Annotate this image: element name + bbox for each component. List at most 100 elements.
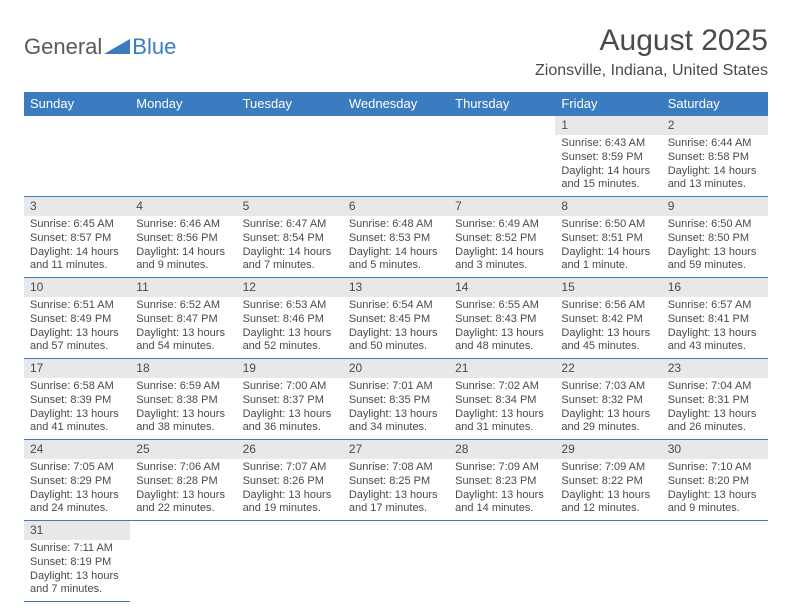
day-detail: Sunrise: 6:57 AMSunset: 8:41 PMDaylight:…: [662, 297, 768, 358]
calendar-cell-empty: [343, 116, 449, 197]
day-detail: Sunrise: 6:50 AMSunset: 8:51 PMDaylight:…: [555, 216, 661, 277]
day-number: 16: [662, 278, 768, 297]
weekday-header: Friday: [555, 92, 661, 116]
day-number: 24: [24, 440, 130, 459]
day-detail: Sunrise: 6:59 AMSunset: 8:38 PMDaylight:…: [130, 378, 236, 439]
day-number: 23: [662, 359, 768, 378]
calendar-table: Sunday Monday Tuesday Wednesday Thursday…: [24, 92, 768, 602]
calendar-cell: 4Sunrise: 6:46 AMSunset: 8:56 PMDaylight…: [130, 197, 236, 278]
day-number: 26: [237, 440, 343, 459]
logo-text-1: General: [24, 34, 102, 60]
calendar-body: 1Sunrise: 6:43 AMSunset: 8:59 PMDaylight…: [24, 116, 768, 602]
weekday-header-row: Sunday Monday Tuesday Wednesday Thursday…: [24, 92, 768, 116]
calendar-page: GeneralBlue August 2025 Zionsville, Indi…: [0, 0, 792, 602]
day-number: 4: [130, 197, 236, 216]
calendar-cell-empty: [449, 116, 555, 197]
day-number: 20: [343, 359, 449, 378]
day-detail: Sunrise: 6:50 AMSunset: 8:50 PMDaylight:…: [662, 216, 768, 277]
calendar-cell: 28Sunrise: 7:09 AMSunset: 8:23 PMDayligh…: [449, 440, 555, 521]
day-detail: Sunrise: 7:08 AMSunset: 8:25 PMDaylight:…: [343, 459, 449, 520]
day-number: 18: [130, 359, 236, 378]
calendar-cell: 10Sunrise: 6:51 AMSunset: 8:49 PMDayligh…: [24, 278, 130, 359]
day-number: 29: [555, 440, 661, 459]
day-detail: Sunrise: 7:05 AMSunset: 8:29 PMDaylight:…: [24, 459, 130, 520]
calendar-cell: 30Sunrise: 7:10 AMSunset: 8:20 PMDayligh…: [662, 440, 768, 521]
calendar-row: 1Sunrise: 6:43 AMSunset: 8:59 PMDaylight…: [24, 116, 768, 197]
day-number: 7: [449, 197, 555, 216]
day-detail: Sunrise: 7:09 AMSunset: 8:22 PMDaylight:…: [555, 459, 661, 520]
day-detail: Sunrise: 6:45 AMSunset: 8:57 PMDaylight:…: [24, 216, 130, 277]
weekday-header: Wednesday: [343, 92, 449, 116]
calendar-cell: 1Sunrise: 6:43 AMSunset: 8:59 PMDaylight…: [555, 116, 661, 197]
day-number: 21: [449, 359, 555, 378]
calendar-cell-empty: [130, 116, 236, 197]
day-detail: Sunrise: 6:55 AMSunset: 8:43 PMDaylight:…: [449, 297, 555, 358]
day-detail: Sunrise: 7:10 AMSunset: 8:20 PMDaylight:…: [662, 459, 768, 520]
day-detail: Sunrise: 6:52 AMSunset: 8:47 PMDaylight:…: [130, 297, 236, 358]
day-detail: Sunrise: 6:56 AMSunset: 8:42 PMDaylight:…: [555, 297, 661, 358]
day-number: 28: [449, 440, 555, 459]
day-detail: Sunrise: 7:07 AMSunset: 8:26 PMDaylight:…: [237, 459, 343, 520]
day-number: 14: [449, 278, 555, 297]
calendar-cell: 11Sunrise: 6:52 AMSunset: 8:47 PMDayligh…: [130, 278, 236, 359]
day-detail: Sunrise: 6:53 AMSunset: 8:46 PMDaylight:…: [237, 297, 343, 358]
day-detail: Sunrise: 6:48 AMSunset: 8:53 PMDaylight:…: [343, 216, 449, 277]
weekday-header: Sunday: [24, 92, 130, 116]
calendar-cell-empty: [130, 521, 236, 602]
calendar-cell: 29Sunrise: 7:09 AMSunset: 8:22 PMDayligh…: [555, 440, 661, 521]
calendar-cell: 17Sunrise: 6:58 AMSunset: 8:39 PMDayligh…: [24, 359, 130, 440]
calendar-cell: 21Sunrise: 7:02 AMSunset: 8:34 PMDayligh…: [449, 359, 555, 440]
calendar-cell: 12Sunrise: 6:53 AMSunset: 8:46 PMDayligh…: [237, 278, 343, 359]
day-number: 19: [237, 359, 343, 378]
calendar-cell: 22Sunrise: 7:03 AMSunset: 8:32 PMDayligh…: [555, 359, 661, 440]
weekday-header: Saturday: [662, 92, 768, 116]
logo: GeneralBlue: [24, 24, 176, 60]
calendar-cell: 8Sunrise: 6:50 AMSunset: 8:51 PMDaylight…: [555, 197, 661, 278]
calendar-cell: 3Sunrise: 6:45 AMSunset: 8:57 PMDaylight…: [24, 197, 130, 278]
calendar-cell: 16Sunrise: 6:57 AMSunset: 8:41 PMDayligh…: [662, 278, 768, 359]
calendar-cell: 5Sunrise: 6:47 AMSunset: 8:54 PMDaylight…: [237, 197, 343, 278]
calendar-cell: 19Sunrise: 7:00 AMSunset: 8:37 PMDayligh…: [237, 359, 343, 440]
location-subtitle: Zionsville, Indiana, United States: [535, 62, 768, 80]
calendar-cell: 2Sunrise: 6:44 AMSunset: 8:58 PMDaylight…: [662, 116, 768, 197]
day-number: 5: [237, 197, 343, 216]
day-detail: Sunrise: 6:46 AMSunset: 8:56 PMDaylight:…: [130, 216, 236, 277]
day-number: 6: [343, 197, 449, 216]
day-number: 13: [343, 278, 449, 297]
page-title: August 2025: [535, 24, 768, 58]
day-detail: Sunrise: 7:01 AMSunset: 8:35 PMDaylight:…: [343, 378, 449, 439]
day-number: 17: [24, 359, 130, 378]
day-number: 10: [24, 278, 130, 297]
calendar-cell: 14Sunrise: 6:55 AMSunset: 8:43 PMDayligh…: [449, 278, 555, 359]
calendar-cell: 25Sunrise: 7:06 AMSunset: 8:28 PMDayligh…: [130, 440, 236, 521]
calendar-cell: 27Sunrise: 7:08 AMSunset: 8:25 PMDayligh…: [343, 440, 449, 521]
day-number: 22: [555, 359, 661, 378]
day-detail: Sunrise: 6:51 AMSunset: 8:49 PMDaylight:…: [24, 297, 130, 358]
weekday-header: Thursday: [449, 92, 555, 116]
day-number: 25: [130, 440, 236, 459]
calendar-cell-empty: [662, 521, 768, 602]
calendar-cell-empty: [449, 521, 555, 602]
day-number: 9: [662, 197, 768, 216]
calendar-row: 31Sunrise: 7:11 AMSunset: 8:19 PMDayligh…: [24, 521, 768, 602]
day-detail: Sunrise: 6:47 AMSunset: 8:54 PMDaylight:…: [237, 216, 343, 277]
calendar-cell-empty: [343, 521, 449, 602]
day-number: 2: [662, 116, 768, 135]
day-number: 27: [343, 440, 449, 459]
calendar-cell: 13Sunrise: 6:54 AMSunset: 8:45 PMDayligh…: [343, 278, 449, 359]
weekday-header: Tuesday: [237, 92, 343, 116]
day-detail: Sunrise: 6:44 AMSunset: 8:58 PMDaylight:…: [662, 135, 768, 196]
calendar-cell-empty: [24, 116, 130, 197]
calendar-cell: 18Sunrise: 6:59 AMSunset: 8:38 PMDayligh…: [130, 359, 236, 440]
calendar-cell: 23Sunrise: 7:04 AMSunset: 8:31 PMDayligh…: [662, 359, 768, 440]
weekday-header: Monday: [130, 92, 236, 116]
calendar-cell: 31Sunrise: 7:11 AMSunset: 8:19 PMDayligh…: [24, 521, 130, 602]
calendar-cell-empty: [555, 521, 661, 602]
day-detail: Sunrise: 7:02 AMSunset: 8:34 PMDaylight:…: [449, 378, 555, 439]
day-detail: Sunrise: 7:11 AMSunset: 8:19 PMDaylight:…: [24, 540, 130, 601]
logo-arrow-icon: [104, 34, 130, 60]
day-number: 31: [24, 521, 130, 540]
day-detail: Sunrise: 7:00 AMSunset: 8:37 PMDaylight:…: [237, 378, 343, 439]
title-block: August 2025 Zionsville, Indiana, United …: [535, 24, 768, 80]
calendar-row: 24Sunrise: 7:05 AMSunset: 8:29 PMDayligh…: [24, 440, 768, 521]
